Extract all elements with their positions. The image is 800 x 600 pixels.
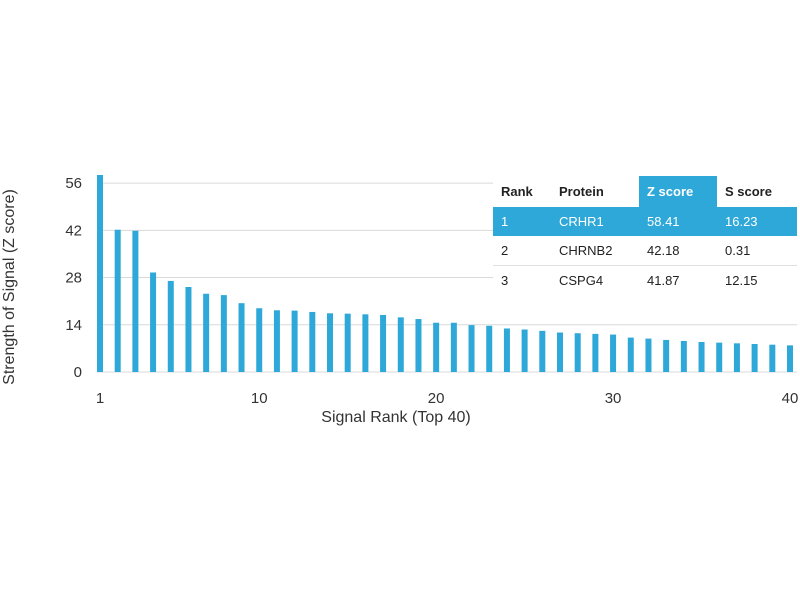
x-tick-label: 10 [251, 390, 268, 407]
bar [592, 333, 599, 372]
bar [539, 330, 546, 372]
bar [468, 325, 475, 372]
bar [521, 329, 528, 372]
bar [380, 314, 387, 372]
header-s-score: S score [725, 184, 772, 199]
bar [450, 322, 457, 372]
bar [150, 272, 157, 372]
bar [698, 341, 705, 372]
bar [486, 325, 493, 372]
cell-z-score: 41.87 [647, 273, 680, 288]
cell-s-score: 16.23 [717, 207, 797, 236]
y-tick-label: 0 [74, 364, 82, 381]
bar [733, 343, 740, 372]
bar [327, 313, 333, 372]
bar [362, 314, 369, 372]
bar [663, 339, 670, 372]
cell-s-score: 0.31 [717, 236, 797, 266]
y-tick-label: 14 [65, 317, 82, 334]
y-tick-label: 56 [65, 175, 82, 192]
bar [415, 319, 422, 372]
bar [610, 334, 617, 372]
x-tick-label: 20 [428, 390, 445, 407]
y-axis-ticks: 0 14 28 42 56 [65, 175, 82, 381]
bar [433, 322, 440, 372]
bar [574, 333, 581, 372]
bar [680, 340, 687, 372]
bar [291, 310, 298, 372]
x-tick-label: 1 [96, 390, 104, 407]
top-hits-table: Rank Protein Z score S score 1 CRHR1 58.… [493, 176, 797, 295]
bar [627, 337, 634, 372]
bar [273, 310, 280, 372]
cell-z-score: 58.41 [639, 207, 717, 236]
bars [97, 174, 793, 372]
bar [185, 287, 192, 372]
bar [132, 230, 139, 372]
cell-protein: CRHR1 [551, 207, 639, 236]
bar [557, 332, 563, 372]
table-header-row: Rank Protein Z score S score [493, 176, 797, 207]
x-axis-ticks: 1 10 20 30 40 [96, 390, 799, 407]
y-tick-label: 28 [65, 270, 82, 287]
bar [716, 342, 723, 372]
x-tick-label: 30 [605, 390, 622, 407]
bar [114, 229, 121, 372]
cell-rank: 1 [493, 207, 551, 236]
bar [309, 311, 316, 372]
bar [97, 174, 103, 372]
header-protein: Protein [559, 184, 604, 199]
bar [256, 308, 263, 372]
x-tick-label: 40 [782, 390, 799, 407]
bar [344, 313, 351, 372]
table-row: 1 CRHR1 58.41 16.23 [493, 207, 797, 236]
header-z-score: Z score [639, 176, 717, 207]
bar [769, 344, 776, 372]
bar [645, 338, 652, 372]
cell-protein: CHRNB2 [551, 236, 639, 266]
cell-z-score: 42.18 [639, 236, 717, 266]
y-tick-label: 42 [65, 222, 82, 239]
bar [220, 295, 227, 372]
bar [503, 328, 510, 372]
bar [167, 280, 174, 372]
cell-rank: 3 [501, 273, 509, 288]
x-axis-title: Signal Rank (Top 40) [321, 409, 470, 426]
cell-protein: CSPG4 [559, 273, 604, 288]
cell-rank: 2 [493, 236, 551, 266]
bar [397, 317, 404, 372]
bar [203, 293, 210, 372]
y-axis-title: Strength of Signal (Z score) [1, 189, 18, 385]
table-row: 2 CHRNB2 42.18 0.31 [493, 236, 797, 266]
bar [787, 345, 793, 372]
header-rank: Rank [501, 184, 533, 199]
table-row: 3 CSPG4 41.87 12.15 [493, 266, 797, 296]
bar [751, 344, 758, 372]
cell-s-score: 12.15 [725, 273, 758, 288]
bar [238, 303, 245, 372]
